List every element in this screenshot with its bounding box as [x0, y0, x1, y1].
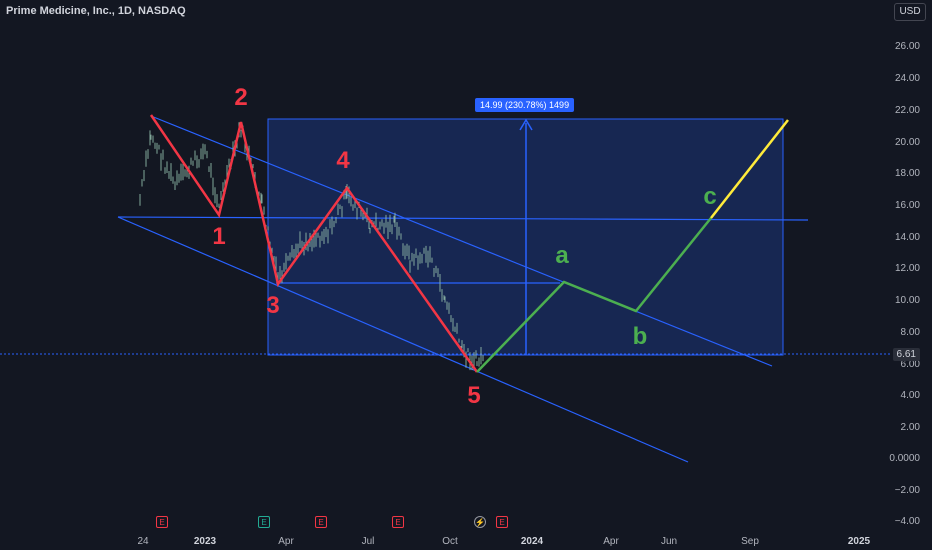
price-tick: 10.00: [894, 295, 920, 306]
price-tick: 12.00: [894, 263, 920, 274]
time-tick: Jun: [660, 536, 678, 547]
price-tick: 22.00: [894, 105, 920, 116]
price-tick: 4.00: [900, 390, 920, 401]
wave-label-5: 5: [467, 382, 481, 409]
price-tick: 8.00: [900, 327, 920, 338]
dividend-icon[interactable]: ⚡: [474, 516, 486, 528]
time-tick: Apr: [603, 536, 619, 547]
currency-button[interactable]: USD: [894, 3, 926, 21]
price-tick: 2.00: [900, 422, 920, 433]
horizontal-line-16[interactable]: [117, 216, 809, 221]
wave-label-3: 3: [266, 292, 280, 319]
wave-label-4: 4: [336, 147, 350, 174]
time-tick: Jul: [361, 536, 375, 547]
earnings-icon[interactable]: E: [496, 516, 508, 528]
earnings-icon[interactable]: E: [392, 516, 404, 528]
price-tick: 20.00: [894, 137, 920, 148]
wave-label-a: a: [555, 242, 569, 269]
measure-label: 14.99 (230.78%) 1499: [475, 98, 575, 112]
price-tick: −2.00: [894, 485, 920, 496]
channel-lower-line[interactable]: [117, 216, 689, 463]
earnings-icon[interactable]: E: [258, 516, 270, 528]
time-tick: Sep: [741, 536, 759, 547]
last-price-tag: 6.61: [892, 348, 920, 361]
earnings-icon[interactable]: E: [156, 516, 168, 528]
price-tick: 26.00: [894, 41, 920, 52]
time-tick: 2023: [193, 536, 217, 547]
price-tick: 18.00: [894, 168, 920, 179]
projection-path[interactable]: [710, 119, 789, 219]
time-tick: Oct: [442, 536, 458, 547]
corrective-wave-path[interactable]: [476, 217, 712, 373]
time-tick: 2024: [520, 536, 544, 547]
price-tick: 24.00: [894, 73, 920, 84]
time-tick: Apr: [278, 536, 294, 547]
wave-label-b: b: [632, 323, 648, 350]
wave-label-2: 2: [234, 84, 248, 111]
price-tick: −4.00: [894, 516, 920, 527]
time-tick: 24: [137, 536, 149, 547]
wave-label-c: c: [703, 183, 717, 210]
earnings-icon[interactable]: E: [315, 516, 327, 528]
wave-label-1: 1: [212, 223, 226, 250]
price-tick: 16.00: [894, 200, 920, 211]
symbol-title[interactable]: Prime Medicine, Inc., 1D, NASDAQ: [6, 5, 186, 17]
price-tick: 0.0000: [889, 453, 920, 464]
channel-upper-line[interactable]: [150, 115, 773, 367]
impulse-wave-path[interactable]: [149, 114, 479, 373]
price-tick: 14.00: [894, 232, 920, 243]
time-tick: 2025: [847, 536, 871, 547]
price-tick: 6.00: [900, 359, 920, 370]
